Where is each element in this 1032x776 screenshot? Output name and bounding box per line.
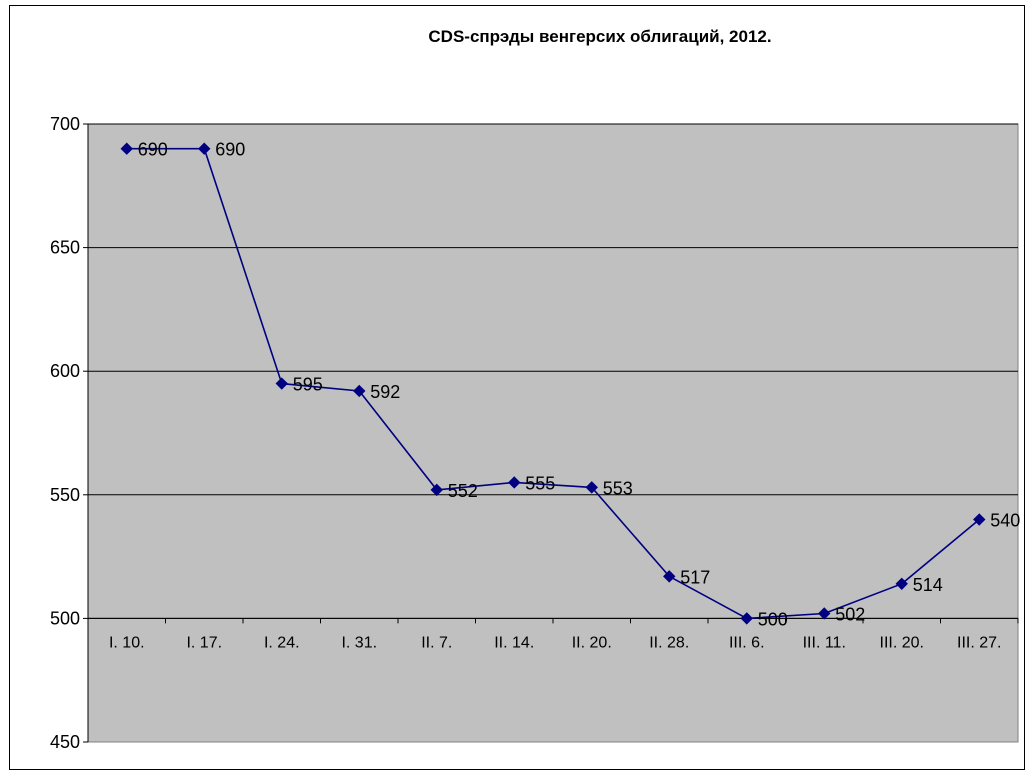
data-label: 595 bbox=[293, 375, 323, 395]
data-point bbox=[120, 142, 133, 155]
x-tick-label: II. 14. bbox=[494, 634, 534, 651]
data-point bbox=[430, 483, 443, 497]
x-tick-label: III. 6. bbox=[729, 634, 765, 651]
data-point bbox=[973, 513, 986, 526]
data-label: 552 bbox=[448, 481, 478, 501]
plot-area bbox=[87, 123, 1019, 743]
data-point bbox=[895, 577, 908, 590]
data-label: 690 bbox=[215, 140, 245, 160]
x-tick-label: III. 11. bbox=[803, 634, 846, 651]
data-point bbox=[198, 142, 211, 155]
data-point bbox=[740, 612, 753, 625]
y-tick-label: 650 bbox=[50, 238, 80, 258]
data-point bbox=[663, 570, 676, 583]
data-label: 690 bbox=[138, 140, 168, 160]
data-point bbox=[353, 384, 366, 398]
data-label: 592 bbox=[370, 382, 400, 402]
y-axis: 700 650 600 550 500 450 bbox=[50, 114, 89, 752]
x-tick-label: I. 10. bbox=[109, 634, 145, 651]
x-tick-label: II. 20. bbox=[572, 634, 612, 651]
y-tick-label: 600 bbox=[50, 361, 80, 381]
series-line bbox=[126, 147, 980, 620]
y-tick-label: 550 bbox=[50, 485, 80, 505]
series-line-path bbox=[126, 147, 980, 620]
x-axis: I. 10. I. 17. I. 24. I. 31. II. 7. II. 14. II.… bbox=[87, 617, 1019, 651]
y-tick-label: 700 bbox=[50, 114, 80, 134]
x-tick-label: II. 28. bbox=[649, 634, 689, 651]
x-tick-label: I. 24. bbox=[264, 634, 300, 651]
data-point bbox=[508, 476, 521, 489]
series-markers bbox=[120, 142, 986, 625]
data-point bbox=[275, 377, 288, 390]
data-label: 500 bbox=[758, 609, 788, 629]
data-point bbox=[818, 607, 831, 620]
data-label: 517 bbox=[680, 567, 710, 587]
data-labels: 690 690 595 592 552 555 553 517 500 502 514 540 bbox=[138, 140, 1021, 630]
data-point bbox=[585, 481, 598, 494]
line-chart: CDS-спрэды венгерсих облигаций, 2012. 70… bbox=[50, 27, 1021, 752]
data-label: 540 bbox=[990, 511, 1020, 531]
y-tick-label: 500 bbox=[50, 608, 80, 628]
data-label: 514 bbox=[913, 575, 943, 595]
x-tick-label: I. 17. bbox=[186, 634, 222, 651]
chart-title: CDS-спрэды венгерсих облигаций, 2012. bbox=[428, 27, 771, 46]
chart-frame: CDS-спрэды венгерсих облигаций, 2012. 70… bbox=[9, 5, 1025, 770]
y-tick-label: 450 bbox=[50, 732, 80, 752]
x-tick-label: I. 31. bbox=[341, 634, 377, 651]
x-tick-label: II. 7. bbox=[421, 634, 452, 651]
x-tick-label: III. 20. bbox=[880, 634, 924, 651]
data-label: 555 bbox=[525, 473, 555, 493]
data-label: 553 bbox=[603, 478, 633, 498]
data-label: 502 bbox=[835, 604, 865, 624]
x-tick-label: III. 27. bbox=[957, 634, 1001, 651]
